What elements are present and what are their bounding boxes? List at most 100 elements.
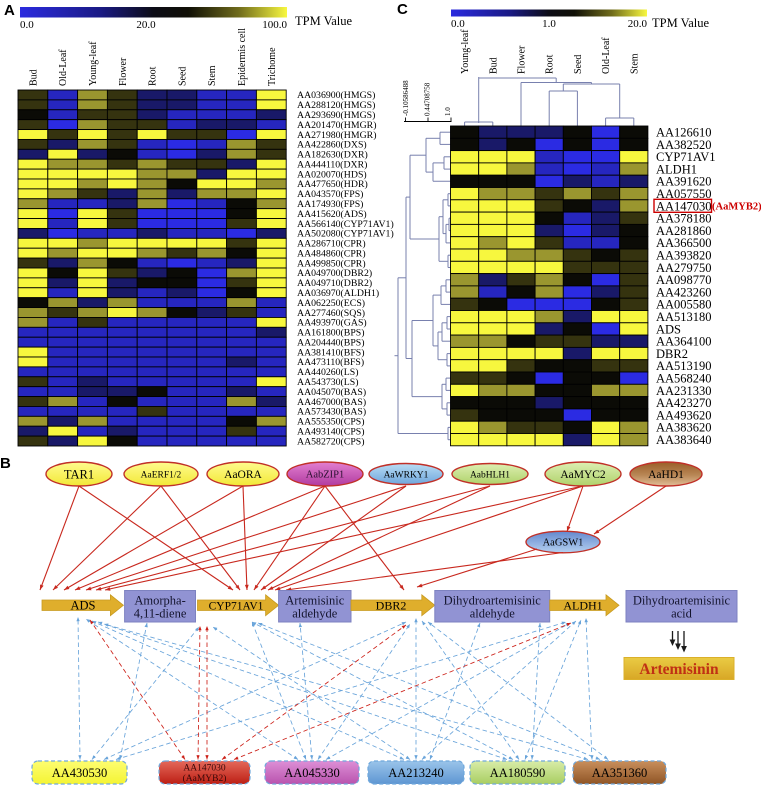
svg-text:TPM Value: TPM Value [295, 14, 353, 28]
svg-text:AA182630(DXR): AA182630(DXR) [297, 150, 368, 161]
svg-text:ALDH1: ALDH1 [563, 599, 602, 613]
svg-text:AaGSW1: AaGSW1 [543, 538, 584, 549]
svg-text:AA440260(LS): AA440260(LS) [297, 367, 359, 378]
svg-text:AA098770: AA098770 [656, 273, 712, 287]
svg-text:AA366500: AA366500 [656, 236, 712, 250]
svg-text:AA020070(HDS): AA020070(HDS) [297, 169, 367, 180]
svg-text:Stem: Stem [207, 65, 218, 86]
svg-text:1.0: 1.0 [444, 107, 452, 116]
svg-text:AA573430(BAS): AA573430(BAS) [297, 407, 366, 418]
svg-text:AA057550: AA057550 [656, 187, 712, 201]
svg-text:Dihydroartemisinic: Dihydroartemisinic [633, 594, 731, 608]
svg-text:AA423270: AA423270 [656, 396, 712, 410]
svg-text:aldehyde: aldehyde [470, 607, 516, 621]
svg-text:AA415620(ADS): AA415620(ADS) [297, 209, 367, 220]
svg-text:100.0: 100.0 [262, 19, 287, 31]
svg-text:AA493620: AA493620 [656, 408, 712, 422]
svg-text:AA271980(HMGR): AA271980(HMGR) [297, 130, 376, 141]
svg-text:AaERF1/2: AaERF1/2 [141, 470, 182, 480]
svg-text:Young-leaf: Young-leaf [88, 41, 99, 86]
svg-text:AA383640: AA383640 [656, 433, 712, 447]
svg-text:CYP71AV1: CYP71AV1 [209, 601, 264, 613]
svg-text:AaHD1: AaHD1 [648, 469, 684, 481]
svg-text:Old-Leaf: Old-Leaf [601, 37, 612, 74]
svg-text:Epidermis cell: Epidermis cell [237, 28, 248, 86]
svg-text:aldehyde: aldehyde [292, 607, 338, 621]
svg-text:4,11-diene: 4,11-diene [134, 607, 187, 621]
svg-text:DBR2: DBR2 [376, 599, 407, 613]
svg-text:AA502080(CYP71AV1): AA502080(CYP71AV1) [297, 229, 394, 240]
svg-text:AA364100: AA364100 [656, 335, 712, 349]
svg-text:AabZIP1: AabZIP1 [306, 470, 345, 481]
svg-text:AA351360: AA351360 [592, 766, 648, 780]
svg-text:AA484860(CPR): AA484860(CPR) [297, 248, 366, 259]
svg-text:Flower: Flower [118, 57, 129, 86]
svg-text:-0.10586488: -0.10586488 [402, 80, 410, 116]
svg-text:Stem: Stem [629, 53, 640, 74]
svg-text:Old-Leaf: Old-Leaf [58, 49, 69, 86]
svg-text:Trichome: Trichome [267, 47, 278, 86]
svg-text:1.0: 1.0 [542, 18, 556, 30]
svg-text:0.44708758: 0.44708758 [424, 82, 432, 116]
svg-text:AA499850(CPR): AA499850(CPR) [297, 258, 366, 269]
svg-text:AA288120(HMGS): AA288120(HMGS) [297, 100, 375, 111]
svg-text:(AaMYB2): (AaMYB2) [712, 202, 761, 213]
svg-text:ALDH1: ALDH1 [656, 162, 697, 176]
svg-text:Seed: Seed [573, 55, 584, 74]
svg-text:AA391620: AA391620 [656, 175, 712, 189]
svg-text:AA381410(BFS): AA381410(BFS) [297, 347, 365, 358]
svg-text:AA201470(HMGR): AA201470(HMGR) [297, 120, 376, 131]
svg-text:AA045330: AA045330 [284, 766, 340, 780]
svg-text:CYP71AV1: CYP71AV1 [656, 150, 716, 164]
svg-text:AA231330: AA231330 [656, 384, 712, 398]
svg-text:Root: Root [148, 66, 159, 86]
svg-text:AA281860: AA281860 [656, 224, 712, 238]
svg-text:Flower: Flower [517, 45, 528, 74]
svg-text:AA204440(BPS): AA204440(BPS) [297, 337, 365, 348]
svg-text:AA383620: AA383620 [656, 421, 712, 435]
svg-text:AA566140(CYP71AV1): AA566140(CYP71AV1) [297, 219, 394, 230]
svg-text:AA147030: AA147030 [656, 199, 712, 213]
svg-text:AA493140(CPS): AA493140(CPS) [297, 426, 365, 437]
svg-text:A: A [4, 2, 15, 19]
svg-text:AA430530: AA430530 [52, 766, 108, 780]
svg-text:Amorpha-: Amorpha- [134, 594, 185, 608]
svg-text:AaORA: AaORA [224, 469, 262, 481]
svg-text:AA062250(ECS): AA062250(ECS) [297, 298, 365, 309]
svg-text:AA473110(BFS): AA473110(BFS) [297, 357, 364, 368]
svg-text:AA043570(FPS): AA043570(FPS) [297, 189, 363, 200]
svg-text:AA286710(CPR): AA286710(CPR) [297, 239, 366, 250]
svg-text:Bud: Bud [488, 57, 499, 74]
svg-text:AA279750: AA279750 [656, 261, 712, 275]
svg-text:AA513180: AA513180 [656, 310, 712, 324]
svg-text:Artemisinin: Artemisinin [639, 661, 719, 678]
svg-text:AA126610: AA126610 [656, 125, 712, 139]
svg-text:Dihydroartemisinic: Dihydroartemisinic [444, 594, 542, 608]
svg-text:AA423260: AA423260 [656, 285, 712, 299]
svg-text:0.0: 0.0 [451, 18, 465, 30]
svg-text:B: B [0, 455, 11, 472]
svg-text:AA382520: AA382520 [656, 138, 712, 152]
svg-text:AA422860(DXS): AA422860(DXS) [297, 140, 367, 151]
svg-text:DBR2: DBR2 [656, 347, 688, 361]
svg-text:AA036900(HMGS): AA036900(HMGS) [297, 90, 375, 101]
svg-text:TPM Value: TPM Value [652, 16, 710, 30]
svg-text:AA174930(FPS): AA174930(FPS) [297, 199, 363, 210]
svg-text:AA555350(CPS): AA555350(CPS) [297, 417, 365, 428]
svg-text:AA582720(CPS): AA582720(CPS) [297, 436, 365, 447]
svg-text:AA493970(GAS): AA493970(GAS) [297, 318, 367, 329]
svg-text:0.0: 0.0 [20, 19, 34, 31]
svg-text:AA378180: AA378180 [656, 212, 712, 226]
svg-text:AA467000(BAS): AA467000(BAS) [297, 397, 366, 408]
svg-text:AA180590: AA180590 [490, 766, 546, 780]
svg-text:Seed: Seed [177, 67, 188, 86]
svg-text:AA036970(ALDH1): AA036970(ALDH1) [297, 288, 379, 299]
svg-text:AabHLH1: AabHLH1 [470, 470, 510, 480]
svg-text:AA277460(SQS): AA277460(SQS) [297, 308, 365, 319]
svg-text:AA477650(HDR): AA477650(HDR) [297, 179, 368, 190]
svg-text:AA147030: AA147030 [183, 764, 225, 774]
svg-text:AA393820: AA393820 [656, 248, 712, 262]
svg-text:AA005580: AA005580 [656, 298, 712, 312]
svg-text:AA543730(LS): AA543730(LS) [297, 377, 359, 388]
svg-text:ADS: ADS [70, 599, 95, 613]
